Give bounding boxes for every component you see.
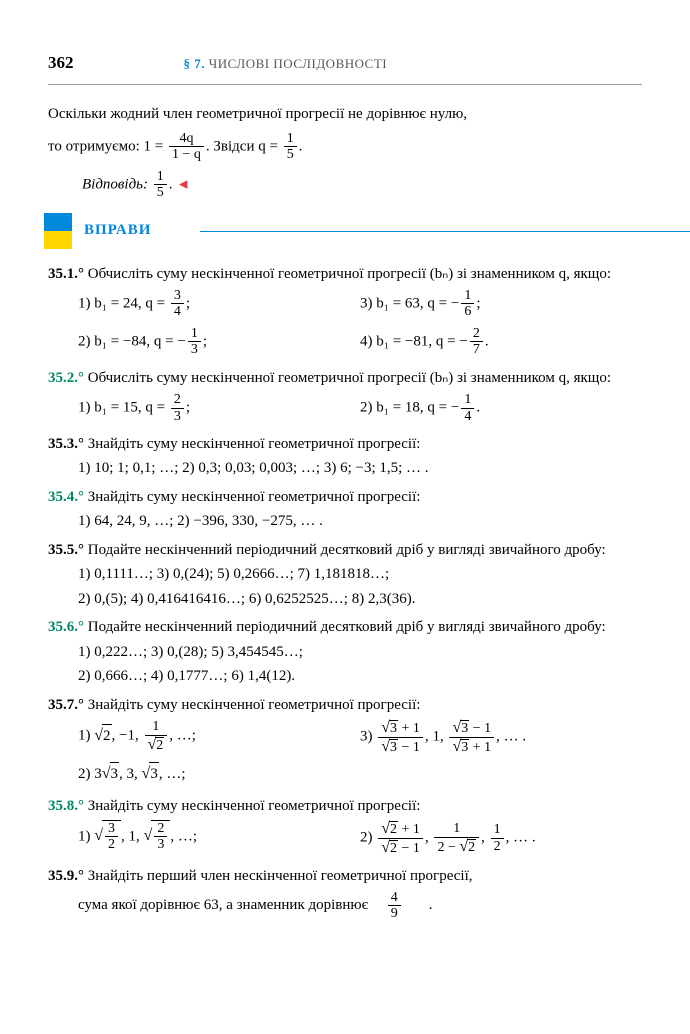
chapter-title: § 7. ЧИСЛОВІ ПОСЛІДОВНОСТІ: [184, 54, 388, 74]
sub-3: 3) 3 + 13 − 1, 1, 3 − 13 + 1, … .: [360, 719, 642, 755]
sub-line1: 1) 0,1111…; 3) 0,(24); 5) 0,2666…; 7) 1,…: [48, 563, 642, 586]
exercise-35-9: 35.9.° Знайдіть перший член нескінченної…: [48, 865, 642, 921]
sub-2: 2) 2 + 12 − 1, 12 − 2, 12, … .: [360, 820, 642, 856]
sub-line: 1) 64, 24, 9, …; 2) −396, 330, −275, … .: [48, 510, 642, 533]
sub-line2: 2) 0,666…; 4) 0,1777…; 6) 1,4(12).: [48, 665, 642, 688]
sub-2: 2) b₁ = 18, q = −14.: [360, 392, 642, 424]
header-rule: [48, 84, 642, 85]
sub-1: 1) b₁ = 15, q = 23;: [78, 392, 360, 424]
banner-rule: [200, 231, 690, 232]
sub-1: 1) 2, −1, 12, …;: [78, 719, 360, 755]
fraction: 15: [284, 131, 297, 163]
answer: Відповідь: 15. ◄: [48, 169, 642, 201]
sub-2: 2) b₁ = −84, q = −13;: [78, 326, 360, 358]
sub-line: сума якої дорівнює 63, а знаменник дорів…: [48, 890, 642, 922]
exercise-35-6: 35.6.° Подайте нескінченний періодичний …: [48, 616, 642, 688]
exercises-banner: ВПРАВИ: [0, 213, 690, 249]
exercise-35-5: 35.5.° Подайте нескінченний періодичний …: [48, 539, 642, 611]
exercise-35-7: 35.7.° Знайдіть суму нескінченної геомет…: [48, 694, 642, 789]
flag-icon: [44, 213, 72, 249]
exercise-35-3: 35.3.° Знайдіть суму нескінченної геомет…: [48, 433, 642, 480]
sub-1: 1) 32, 1, 23, …;: [78, 820, 360, 856]
intro-line1: Оскільки жодний член геометричної прогре…: [48, 103, 642, 126]
page-number: 362: [48, 50, 74, 76]
sub-3: 3) b₁ = 63, q = −16;: [360, 288, 642, 320]
fraction: 15: [154, 169, 167, 201]
sub-line: 1) 10; 1; 0,1; …; 2) 0,3; 0,03; 0,003; ……: [48, 457, 642, 480]
exercise-35-1: 35.1.° Обчисліть суму нескінченної геоме…: [48, 263, 642, 361]
exercise-35-4: 35.4.° Знайдіть суму нескінченної геомет…: [48, 486, 642, 533]
sub-line1: 1) 0,222…; 3) 0,(28); 5) 3,454545…;: [48, 641, 642, 664]
sub-2: 2) 33, 3, 3, …;: [78, 762, 360, 786]
sub-4: 4) b₁ = −81, q = −27.: [360, 326, 642, 358]
sub-1: 1) b₁ = 24, q = 34;: [78, 288, 360, 320]
fraction: 4q1 − q: [169, 131, 204, 163]
intro-line2: то отримуємо: 1 = 4q1 − q. Звідси q = 15…: [48, 131, 642, 163]
exercise-35-8: 35.8.° Знайдіть суму нескінченної геомет…: [48, 795, 642, 860]
exercise-35-2: 35.2.° Обчисліть суму нескінченної геоме…: [48, 367, 642, 427]
page-header: 362 § 7. ЧИСЛОВІ ПОСЛІДОВНОСТІ: [48, 50, 642, 76]
sub-line2: 2) 0,(5); 4) 0,416416416…; 6) 0,6252525……: [48, 588, 642, 611]
banner-title: ВПРАВИ: [84, 219, 151, 242]
end-marker-icon: ◄: [176, 177, 190, 192]
